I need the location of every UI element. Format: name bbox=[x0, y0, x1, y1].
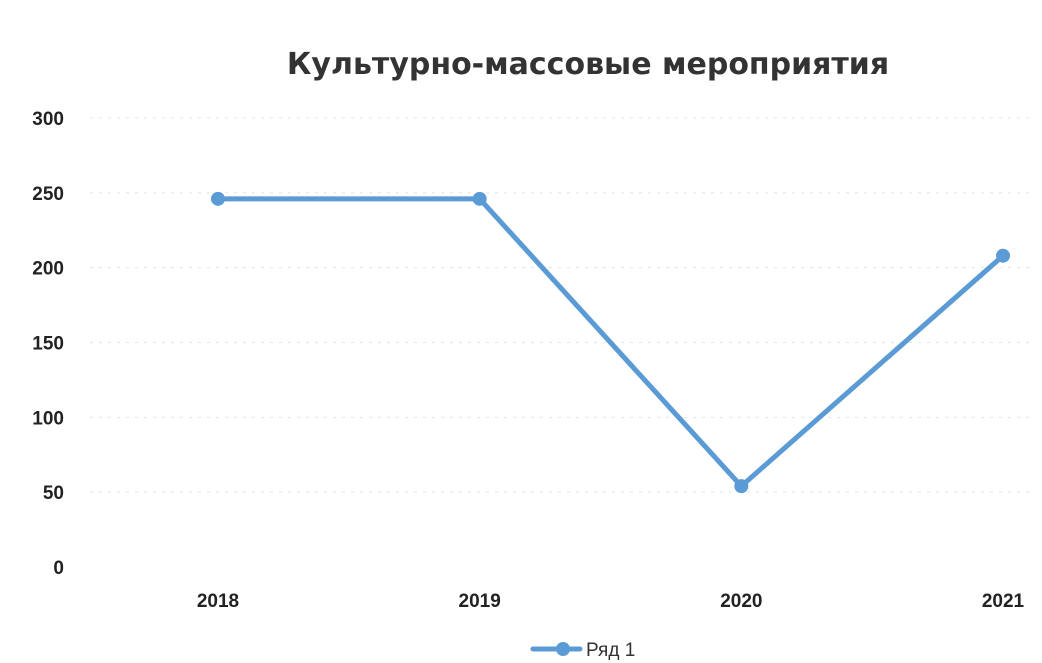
gridlines bbox=[90, 117, 1030, 493]
y-tick-label-0: 0 bbox=[53, 558, 64, 579]
series-layer bbox=[211, 191, 1010, 494]
y-tick-label-50: 50 bbox=[43, 483, 64, 504]
y-axis-tick-labels: 0 50 100 150 200 250 300 bbox=[32, 109, 64, 579]
chart-title: Культурно-массовые мероприятия bbox=[287, 47, 889, 82]
y-tick-label-250: 250 bbox=[32, 184, 64, 205]
legend-marker-swatch bbox=[556, 642, 570, 656]
data-point-2021 bbox=[996, 248, 1010, 263]
y-tick-label-100: 100 bbox=[32, 408, 64, 429]
data-point-2018 bbox=[211, 191, 225, 206]
data-point-2019 bbox=[472, 191, 487, 206]
data-point-2020 bbox=[734, 479, 749, 494]
legend-label: Ряд 1 bbox=[586, 640, 635, 661]
y-tick-label-300: 300 bbox=[32, 109, 64, 130]
legend: Ряд 1 bbox=[530, 640, 635, 661]
x-tick-label-2019: 2019 bbox=[459, 591, 501, 612]
y-tick-label-200: 200 bbox=[32, 259, 64, 280]
x-tick-label-2018: 2018 bbox=[197, 591, 239, 612]
x-tick-label-2020: 2020 bbox=[720, 591, 762, 612]
x-tick-label-2021: 2021 bbox=[982, 591, 1025, 612]
x-axis-tick-labels: 2018 2019 2020 2021 bbox=[197, 591, 1025, 612]
series-line-1 bbox=[215, 196, 1006, 489]
y-tick-label-150: 150 bbox=[32, 334, 64, 355]
